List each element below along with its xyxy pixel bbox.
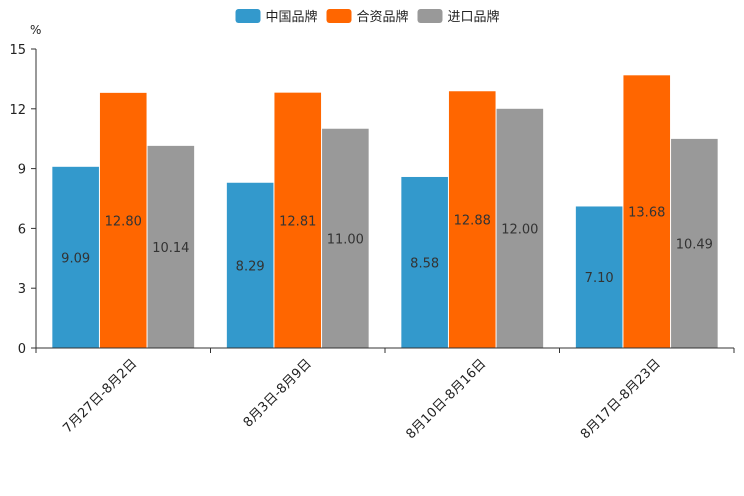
y-axis-unit-label: % [30,23,41,37]
data-label: 12.00 [501,222,538,237]
bar [147,145,195,348]
legend-item[interactable]: 合资品牌 [326,9,409,25]
bar [496,108,544,348]
bar [99,92,147,348]
bar [52,166,99,348]
data-label: 9.09 [61,251,90,266]
bar [322,128,369,348]
legend-swatch [235,9,261,23]
y-tick-label: 15 [9,43,26,58]
y-tick-label: 3 [18,282,26,297]
data-label: 13.68 [628,206,665,221]
bar [623,75,671,348]
bar [575,206,623,348]
bar [226,182,274,348]
bar [401,176,448,348]
x-tick-label: 8月3日-8月9日 [241,356,315,430]
data-label: 8.58 [410,256,439,271]
legend: 中国品牌 合资品牌 进口品牌 [235,9,500,25]
x-axis: 7月27日-8月2日 8月3日-8月9日 8月10日-8月16日 8月17日-8月23… [35,347,735,442]
data-label: 11.00 [327,232,364,247]
y-axis: 0 3 6 9 12 15 [9,43,37,357]
x-tick-label: 7月27日-8月2日 [60,356,140,436]
data-label: 12.88 [454,214,491,229]
bars: 9.09 12.80 10.14 8.29 12.81 11.00 8.58 12.88 12.… [52,75,718,349]
bar [671,138,718,348]
data-label: 7.10 [585,271,614,286]
x-tick-label: 8月17日-8月23日 [578,356,664,442]
x-tick-label: 8月10日-8月16日 [404,356,490,442]
bar [274,92,322,349]
legend-label: 合资品牌 [357,9,409,25]
legend-swatch [417,9,443,23]
data-label: 8.29 [236,259,265,274]
legend-item[interactable]: 进口品牌 [417,9,500,25]
legend-label: 进口品牌 [448,9,500,25]
data-label: 12.81 [279,214,316,229]
bar [448,91,496,348]
legend-item[interactable]: 中国品牌 [235,9,318,25]
data-label: 10.49 [676,237,713,252]
y-tick-label: 12 [9,103,26,118]
y-tick-label: 0 [18,342,26,357]
y-tick-label: 9 [18,163,26,178]
data-label: 12.80 [105,214,142,229]
legend-label: 中国品牌 [266,9,318,25]
legend-swatch [326,9,352,23]
data-label: 10.14 [152,241,189,256]
y-tick-label: 6 [18,222,26,237]
